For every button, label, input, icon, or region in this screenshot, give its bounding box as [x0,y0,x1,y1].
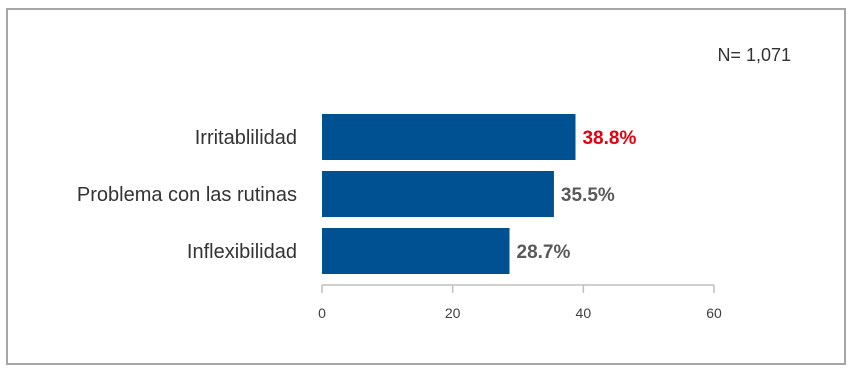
category-label: Problema con las rutinas [77,184,297,206]
bar [322,228,510,274]
category-label: Inflexibilidad [187,241,297,263]
x-tick-label: 40 [576,305,592,321]
data-label: 28.7% [517,242,571,263]
x-tick-label: 60 [706,305,722,321]
bar [322,114,576,160]
chart-frame [6,8,846,365]
bar [322,171,554,217]
category-label: Irritablilidad [195,127,297,149]
data-label: 38.8% [582,128,636,149]
sample-size-label: N= 1,071 [717,45,791,65]
x-tick-label: 0 [318,305,326,321]
data-label: 35.5% [561,185,615,206]
x-tick-label: 20 [445,305,461,321]
